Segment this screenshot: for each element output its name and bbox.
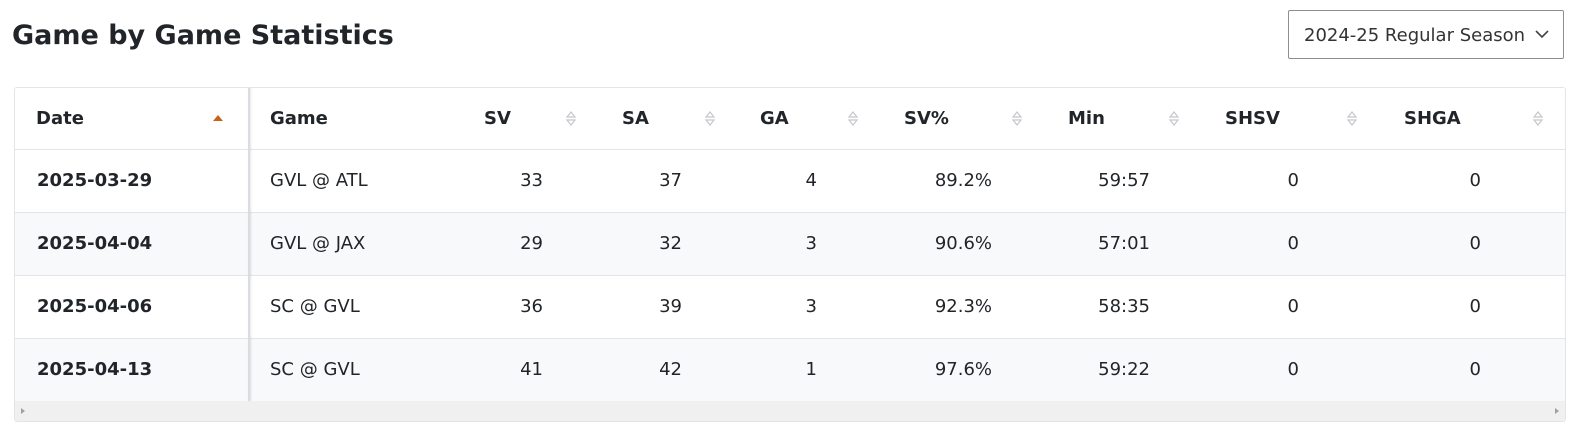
table-cell: 0 <box>1287 296 1299 317</box>
table-cell: 41 <box>520 359 543 380</box>
table-cell: 0 <box>1469 359 1481 380</box>
column-header[interactable]: SV% <box>904 108 949 129</box>
column-header[interactable]: SV <box>484 108 511 129</box>
chevron-icon <box>1535 30 1549 39</box>
sort-icon[interactable] <box>1010 109 1024 129</box>
column-header[interactable]: SA <box>622 108 649 129</box>
column-header[interactable]: Min <box>1068 108 1105 129</box>
table-cell: 0 <box>1469 170 1481 191</box>
table-cell: 32 <box>659 233 682 254</box>
table-row: 2025-03-29 GVL @ ATL 33 37 4 89.2% 59:57 0 0 <box>15 149 1565 212</box>
table-row: 2025-04-06 SC @ GVL 36 39 3 92.3% 58:35 0 0 <box>15 275 1565 338</box>
table-cell: 0 <box>1287 170 1299 191</box>
date-cell: 2025-04-04 <box>37 233 153 254</box>
table-cell: 59:22 <box>1098 359 1150 380</box>
table-cell: 1 <box>805 359 817 380</box>
table-cell: GVL @ ATL <box>270 170 368 191</box>
table-cell: 97.6% <box>934 359 992 380</box>
column-header[interactable]: SHSV <box>1225 108 1280 129</box>
table-cell: 92.3% <box>934 296 992 317</box>
table-cell: 39 <box>659 296 682 317</box>
table-cell: 0 <box>1287 359 1299 380</box>
table-cell: 33 <box>520 170 543 191</box>
table-cell: 0 <box>1287 233 1299 254</box>
sort-icon[interactable] <box>703 109 717 129</box>
column-header[interactable]: SHGA <box>1404 108 1461 129</box>
table-cell: 4 <box>805 170 817 191</box>
sort-icon[interactable] <box>564 109 578 129</box>
sort-icon[interactable] <box>846 109 860 129</box>
sticky-column-divider <box>248 88 250 401</box>
date-cell: 2025-04-13 <box>37 359 153 380</box>
table-cell: 42 <box>659 359 682 380</box>
table-cell: GVL @ JAX <box>270 233 366 254</box>
table-cell: 0 <box>1469 233 1481 254</box>
sort-icon[interactable] <box>1531 109 1545 129</box>
date-cell: 2025-04-06 <box>37 296 153 317</box>
table-cell: 58:35 <box>1098 296 1150 317</box>
scroll-arrows <box>21 408 1559 414</box>
column-header[interactable]: Date <box>36 108 84 129</box>
table-cell: 36 <box>520 296 543 317</box>
sort-icon[interactable] <box>1345 109 1359 129</box>
table-row: 2025-04-04 GVL @ JAX 29 32 3 90.6% 57:01 0 0 <box>15 212 1565 275</box>
column-header[interactable]: Game <box>270 108 328 129</box>
date-cell: 2025-03-29 <box>37 170 153 191</box>
season-select[interactable]: 2024-25 Regular Season <box>1288 10 1564 59</box>
table-cell: 29 <box>520 233 543 254</box>
horizontal-scrollbar[interactable] <box>15 401 1565 421</box>
table-cell: 3 <box>805 233 817 254</box>
table-cell: 90.6% <box>934 233 992 254</box>
table-cell: 59:57 <box>1098 170 1150 191</box>
header-row: Date Game SV SA GA SV% Min SHSV SHGA <box>15 88 1565 149</box>
table-cell: 89.2% <box>934 170 992 191</box>
table-cell: 3 <box>805 296 817 317</box>
table-cell: SC @ GVL <box>270 359 360 380</box>
table-cell: 37 <box>659 170 682 191</box>
season-select-label: 2024-25 Regular Season <box>1304 25 1526 46</box>
column-header[interactable]: GA <box>760 108 789 129</box>
sort-icon[interactable] <box>1167 109 1181 129</box>
page-title: Game by Game Statistics <box>12 20 394 51</box>
sort-icon[interactable] <box>211 109 225 129</box>
table-cell: 57:01 <box>1098 233 1150 254</box>
stats-table: Date Game SV SA GA SV% Min SHSV SHGA 2025-03-29 GV… <box>14 87 1566 422</box>
table-row: 2025-04-13 SC @ GVL 41 42 1 97.6% 59:22 0 0 <box>15 338 1565 401</box>
table-cell: SC @ GVL <box>270 296 360 317</box>
table-cell: 0 <box>1469 296 1481 317</box>
